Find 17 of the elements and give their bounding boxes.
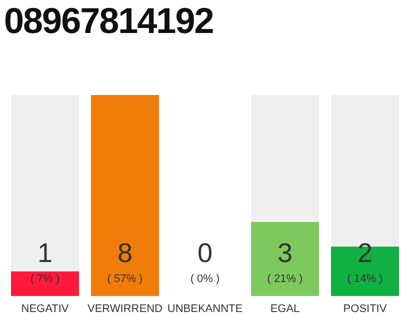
data-label: ( 7% ) [30, 273, 60, 285]
x-tick-label: NEGATIV [21, 302, 70, 315]
x-tick-label: VERWIRREND [88, 302, 163, 315]
x-tick-label: EGAL [270, 302, 300, 315]
bar [11, 271, 79, 296]
chart-title: 08967814192 [4, 0, 214, 42]
data-label: ( 14% ) [347, 273, 383, 285]
data-label: ( 57% ) [107, 273, 143, 285]
annotation: 1 [37, 238, 53, 268]
x-tick-label: UNBEKANNTE [167, 302, 243, 315]
data-label: ( 21% ) [267, 273, 303, 285]
annotation: 8 [117, 238, 133, 268]
x-tick-label: POSITIV [343, 302, 388, 315]
annotation: 2 [357, 238, 373, 268]
data-label: ( 0% ) [190, 273, 220, 285]
annotation: 3 [277, 238, 293, 268]
annotation: 0 [197, 238, 213, 268]
